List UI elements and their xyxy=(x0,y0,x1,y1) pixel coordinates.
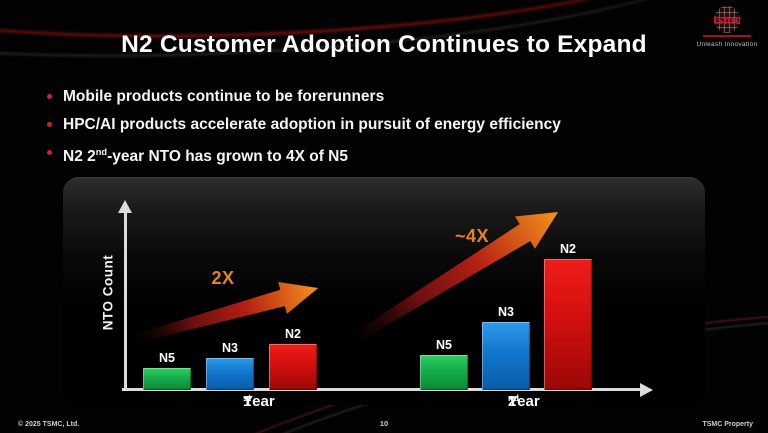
bar xyxy=(482,322,530,390)
wafer-icon: tsmc xyxy=(713,6,741,33)
bullet-item: N2 2nd-year NTO has grown to 4X of N5 xyxy=(47,144,561,166)
bar xyxy=(206,358,254,390)
bar-n2-year2: N2 xyxy=(544,242,592,390)
x-axis-line xyxy=(122,388,640,391)
bar-series-label: N3 xyxy=(498,305,514,319)
bar-series-label: N5 xyxy=(159,351,175,365)
bullet-text: Mobile products continue to be forerunne… xyxy=(63,88,385,105)
bar-series-label: N3 xyxy=(222,341,238,355)
bar-series-label: N5 xyxy=(436,338,452,352)
bar-group-year1: N5 N3 N2 xyxy=(143,327,317,390)
bullet-text: HPC/AI products accelerate adoption in p… xyxy=(63,116,561,133)
x-axis-arrow-icon xyxy=(640,382,653,397)
tsmc-brand-text: tsmc xyxy=(713,13,741,28)
logo-underline xyxy=(703,35,751,37)
annotation-4x: ~4X xyxy=(454,226,490,246)
bar-n3-year1: N3 xyxy=(206,341,254,390)
annotation-2x: 2X xyxy=(211,268,235,288)
footer-page-number: 10 xyxy=(379,419,389,428)
bullet-list: Mobile products continue to be forerunne… xyxy=(47,88,561,176)
growth-arrow-4x-icon xyxy=(352,212,559,343)
logo-tagline: Unleash Innovation xyxy=(696,41,758,48)
bar-series-label: N2 xyxy=(560,242,576,256)
bullet-text: N2 2nd-year NTO has grown to 4X of N5 xyxy=(63,147,348,166)
slide-title: N2 Customer Adoption Continues to Expand xyxy=(121,31,647,58)
bar xyxy=(143,368,191,390)
bar xyxy=(269,344,317,390)
bar-n2-year1: N2 xyxy=(269,327,317,390)
bar-group-year2: N5 N3 N2 xyxy=(420,242,592,390)
bullet-item: HPC/AI products accelerate adoption in p… xyxy=(47,116,561,134)
bullet-dot-icon xyxy=(47,94,52,99)
bullet-dot-icon xyxy=(47,122,52,127)
footer-copyright: © 2025 TSMC, Ltd. xyxy=(18,421,80,428)
bar-n5-year1: N5 xyxy=(143,351,191,390)
growth-arrow-2x-icon xyxy=(136,282,319,343)
chart-panel: NTO Count xyxy=(63,177,705,410)
bullet-dot-icon xyxy=(47,150,52,155)
bar-n5-year2: N5 xyxy=(420,338,468,390)
bar-series-label: N2 xyxy=(285,327,301,341)
bar xyxy=(544,259,592,390)
bullet-item: Mobile products continue to be forerunne… xyxy=(47,88,561,106)
y-axis-arrow-icon xyxy=(118,200,132,213)
tsmc-logo: tsmc Unleash Innovation xyxy=(696,6,758,48)
y-axis-line xyxy=(124,212,127,390)
footer-property-notice: TSMC Property xyxy=(702,421,753,428)
bar-n3-year2: N3 xyxy=(482,305,530,390)
bar xyxy=(420,355,468,390)
growth-arrows-graphic xyxy=(136,212,559,343)
